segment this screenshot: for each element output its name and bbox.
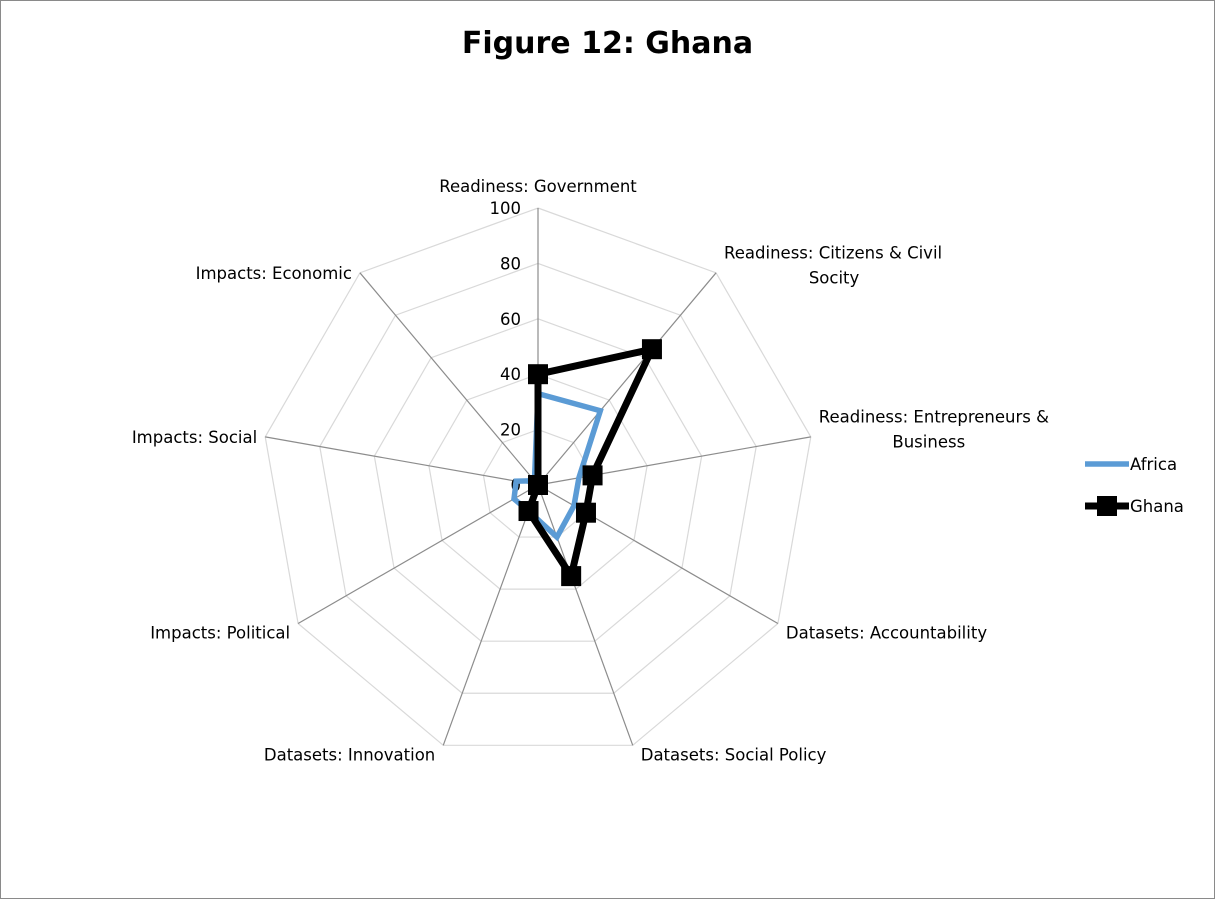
grid-layer <box>264 207 812 746</box>
legend-label-ghana: Ghana <box>1130 497 1184 516</box>
category-label: Impacts: Social <box>132 428 257 447</box>
category-label-line: Socity <box>809 268 860 287</box>
marker-ghana <box>575 502 596 523</box>
marker-ghana <box>528 475 548 495</box>
category-label: Impacts: Political <box>150 624 290 643</box>
gridline-40 <box>428 373 648 590</box>
axis-spoke <box>359 272 539 486</box>
category-label: Impacts: Economic <box>196 264 352 283</box>
tick-label-20: 20 <box>500 421 521 440</box>
category-label-line: Datasets: Accountability <box>786 624 987 643</box>
gridline-60 <box>373 318 703 642</box>
gridline-80 <box>319 262 757 694</box>
category-label-line: Datasets: Social Policy <box>641 745 827 764</box>
category-label-line: Impacts: Social <box>132 428 257 447</box>
tick-label-40: 40 <box>500 365 521 384</box>
category-label: Datasets: Accountability <box>786 624 987 643</box>
category-label-line: Readiness: Citizens & Civil <box>724 243 942 262</box>
category-label: Readiness: Entrepreneurs & Business <box>819 407 1049 451</box>
tick-label-60: 60 <box>500 310 521 329</box>
legend-label-africa: Africa <box>1130 455 1177 474</box>
category-label-line: Readiness: Government <box>439 177 637 196</box>
tick-label-80: 80 <box>500 254 521 273</box>
marker-ghana <box>561 566 582 587</box>
category-label: Datasets: Social Policy <box>641 745 827 764</box>
axis-spoke <box>537 272 717 486</box>
axis-spoke <box>537 484 634 746</box>
gridline-100 <box>264 207 812 746</box>
category-labels: Readiness: Government Readiness: Citizens… <box>132 177 1049 764</box>
axis-spoke <box>442 484 539 746</box>
axis-spoke <box>297 484 539 625</box>
marker-ghana <box>582 465 603 486</box>
category-label: Datasets: Innovation <box>264 745 435 764</box>
series-layer <box>511 339 662 587</box>
category-label-line: Business <box>892 432 965 451</box>
category-label-line: Impacts: Economic <box>196 264 352 283</box>
category-label: Readiness: Citizens & Civil Socity <box>724 243 942 287</box>
category-label-line: Datasets: Innovation <box>264 745 435 764</box>
marker-ghana <box>518 501 539 522</box>
legend-marker-ghana <box>1097 496 1117 516</box>
category-label-line: Impacts: Political <box>150 624 290 643</box>
series-line-africa <box>511 390 604 542</box>
chart-title: Figure 12: Ghana <box>461 26 754 61</box>
axis-spoke <box>265 436 539 486</box>
marker-ghana <box>641 339 662 360</box>
legend: Africa Ghana <box>1085 455 1184 516</box>
category-label-line: Readiness: Entrepreneurs & <box>819 407 1049 426</box>
category-label: Readiness: Government <box>439 177 637 196</box>
tick-label-100: 100 <box>490 199 522 218</box>
marker-ghana <box>528 364 548 385</box>
